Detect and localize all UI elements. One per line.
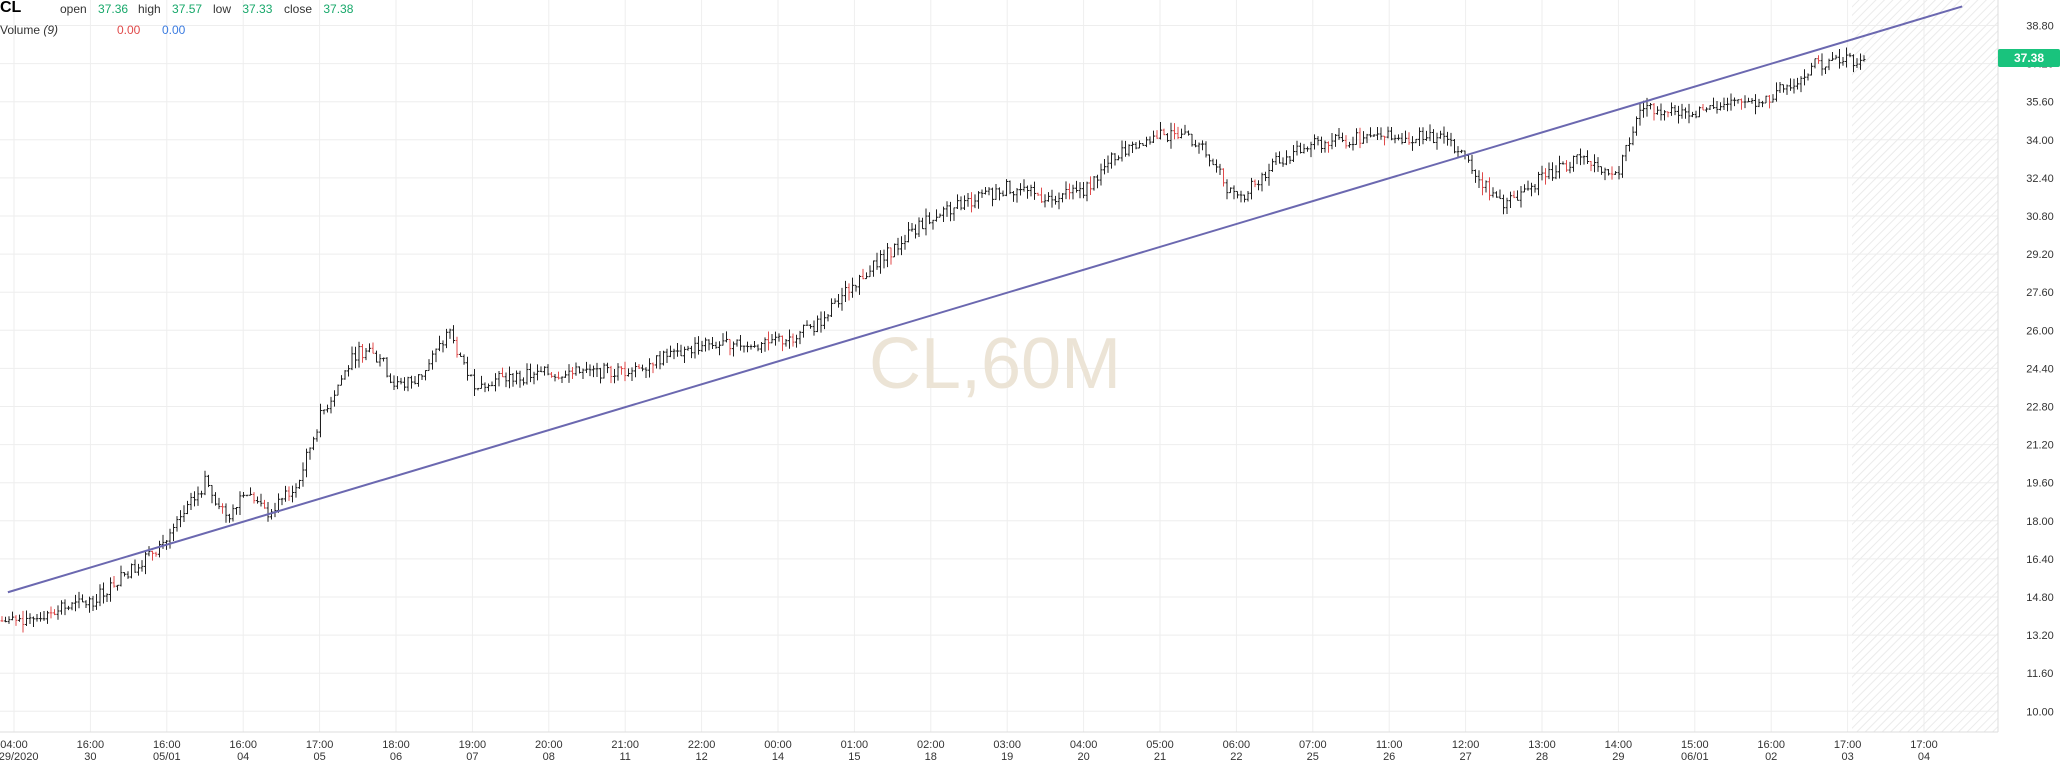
y-tick-label: 14.80 <box>2026 592 2054 604</box>
chart-watermark: CL,60M <box>869 324 1121 404</box>
low-label: low <box>213 2 232 16</box>
trendline[interactable] <box>7 5 1963 594</box>
volume-value-red: 0.00 <box>117 23 141 37</box>
x-tick-time: 11:00 <box>1376 739 1403 751</box>
volume-label[interactable]: Volume <box>0 23 41 37</box>
x-tick-time: 04:00 <box>0 739 28 751</box>
x-tick-date: 08 <box>543 751 555 763</box>
x-tick-date: 22 <box>1230 751 1242 763</box>
x-tick-date: 06 <box>390 751 402 763</box>
x-tick-date: 05/01 <box>153 751 181 763</box>
x-tick-date: 02 <box>1765 751 1777 763</box>
chart-grid <box>0 0 1998 732</box>
x-tick-time: 12:00 <box>1452 739 1480 751</box>
y-tick-label: 10.00 <box>2026 706 2054 718</box>
x-tick-date: 29 <box>1612 751 1624 763</box>
y-tick-label: 27.60 <box>2026 287 2054 299</box>
y-tick-label: 38.80 <box>2026 21 2054 33</box>
last-price-tag: 37.38 <box>1998 49 2060 67</box>
x-tick-time: 00:00 <box>764 739 792 751</box>
open-value: 37.36 <box>98 2 129 16</box>
volume-value-blue: 0.00 <box>162 23 186 37</box>
x-tick-time: 14:00 <box>1605 739 1633 751</box>
x-tick-time: 19:00 <box>459 739 487 751</box>
x-tick-date: 05 <box>313 751 325 763</box>
y-tick-label: 13.20 <box>2026 630 2054 642</box>
x-tick-date: 4/29/2020 <box>0 751 38 763</box>
y-tick-label: 19.60 <box>2026 478 2054 490</box>
x-tick-date: 15 <box>848 751 860 763</box>
future-zone-hatch <box>1852 0 1998 732</box>
x-tick-time: 07:00 <box>1299 739 1327 751</box>
x-tick-date: 25 <box>1307 751 1319 763</box>
x-tick-date: 04 <box>1918 751 1930 763</box>
y-tick-label: 16.40 <box>2026 554 2054 566</box>
y-tick-label: 34.00 <box>2026 135 2054 147</box>
x-tick-time: 16:00 <box>1757 739 1785 751</box>
y-tick-label: 11.60 <box>2027 668 2054 680</box>
x-tick-time: 04:00 <box>1070 739 1098 751</box>
x-tick-date: 27 <box>1459 751 1471 763</box>
x-tick-time: 06:00 <box>1223 739 1251 751</box>
x-tick-time: 02:00 <box>917 739 945 751</box>
x-tick-time: 22:00 <box>688 739 716 751</box>
y-tick-label: 24.40 <box>2026 363 2054 375</box>
close-label: close <box>284 2 313 16</box>
candlestick-series <box>0 47 1866 633</box>
x-tick-time: 03:00 <box>993 739 1021 751</box>
x-tick-time: 21:00 <box>611 739 639 751</box>
x-tick-time: 13:00 <box>1528 739 1556 751</box>
x-tick-date: 14 <box>772 751 784 763</box>
x-tick-date: 30 <box>84 751 96 763</box>
open-label: open <box>60 2 87 16</box>
y-tick-label: 30.80 <box>2026 211 2054 223</box>
x-tick-date: 21 <box>1154 751 1166 763</box>
x-tick-date: 28 <box>1536 751 1548 763</box>
x-tick-date: 12 <box>695 751 707 763</box>
price-axis[interactable]: 38.8037.2035.6034.0032.4030.8029.2027.60… <box>1997 0 2054 732</box>
last-price-tag-text: 37.38 <box>2014 51 2044 65</box>
high-label: high <box>138 2 161 16</box>
y-tick-label: 21.20 <box>2026 440 2054 452</box>
y-tick-label: 29.20 <box>2026 249 2054 261</box>
x-tick-date: 03 <box>1841 751 1853 763</box>
last-price-tag-bg <box>1998 49 2060 67</box>
y-tick-label: 26.00 <box>2026 325 2054 337</box>
x-tick-time: 17:00 <box>1834 739 1862 751</box>
x-tick-date: 26 <box>1383 751 1395 763</box>
x-tick-date: 06/01 <box>1681 751 1709 763</box>
x-tick-time: 01:00 <box>841 739 869 751</box>
x-tick-date: 07 <box>466 751 478 763</box>
close-value: 37.38 <box>323 2 354 16</box>
x-tick-time: 15:00 <box>1681 739 1709 751</box>
y-tick-label: 22.80 <box>2026 402 2054 414</box>
x-tick-time: 05:00 <box>1146 739 1174 751</box>
x-tick-time: 16:00 <box>153 739 181 751</box>
x-tick-time: 18:00 <box>382 739 410 751</box>
symbol-label[interactable]: CL <box>0 0 22 16</box>
x-tick-time: 17:00 <box>306 739 334 751</box>
x-tick-time: 17:00 <box>1910 739 1938 751</box>
x-tick-date: 18 <box>925 751 937 763</box>
y-tick-label: 32.40 <box>2026 173 2054 185</box>
y-tick-label: 18.00 <box>2026 516 2054 528</box>
x-tick-time: 20:00 <box>535 739 563 751</box>
x-tick-date: 19 <box>1001 751 1013 763</box>
time-axis[interactable]: 04:004/29/202016:003016:0005/0116:000417… <box>0 731 1998 763</box>
y-tick-label: 35.60 <box>2026 97 2054 109</box>
x-tick-date: 11 <box>619 751 630 763</box>
x-tick-date: 04 <box>237 751 249 763</box>
volume-param: (9) <box>43 23 59 37</box>
x-tick-date: 20 <box>1077 751 1089 763</box>
high-value: 37.57 <box>172 2 203 16</box>
low-value: 37.33 <box>242 2 273 16</box>
x-tick-time: 16:00 <box>229 739 257 751</box>
x-tick-time: 16:00 <box>77 739 105 751</box>
